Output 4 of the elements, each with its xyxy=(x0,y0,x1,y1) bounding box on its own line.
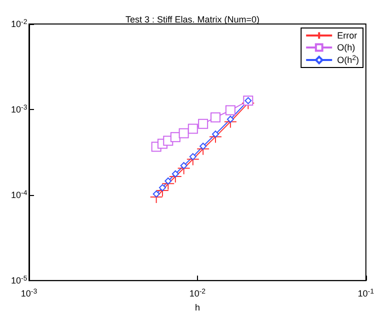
chart-title: Test 3 : Stiff Elas. Matrix (Num=0) xyxy=(125,14,260,24)
legend-label: O(h) xyxy=(337,42,356,52)
legend-label: Error xyxy=(337,30,358,40)
x-axis-title: h xyxy=(194,302,200,312)
